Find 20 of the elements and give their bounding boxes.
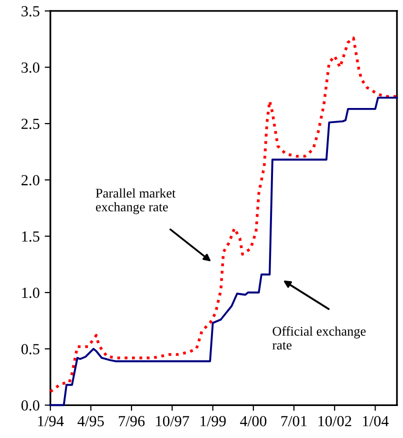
y-tick-label: 2.0 [22, 175, 40, 186]
y-tick-label: 3.0 [22, 62, 40, 73]
x-tick-label: 1/04 [363, 416, 389, 426]
y-tick-label: 0.5 [21, 344, 40, 354]
x-tick-label: 7/96 [118, 416, 145, 426]
x-tick-label: 1/94 [38, 416, 64, 426]
y-tick-label: 0.0 [21, 400, 40, 411]
x-tick-label: 4/95 [78, 416, 104, 426]
x-tick-label: 10/02 [318, 416, 352, 426]
annotation: Official exchange rate [272, 326, 366, 350]
x-tick-label: 4/00 [240, 416, 266, 426]
x-tick-label: 1/99 [200, 416, 226, 426]
x-tick-label: 10/97 [156, 416, 190, 426]
x-tick-label: 7/01 [281, 416, 307, 426]
y-tick-label: 3.5 [22, 6, 40, 16]
annotation: Parallel market exchange rate [96, 188, 176, 214]
y-tick-label: 1.0 [22, 288, 40, 298]
line-series [48, 36, 398, 394]
y-tick-label: 2.5 [22, 118, 40, 130]
y-tick-label: 1.5 [22, 231, 40, 242]
